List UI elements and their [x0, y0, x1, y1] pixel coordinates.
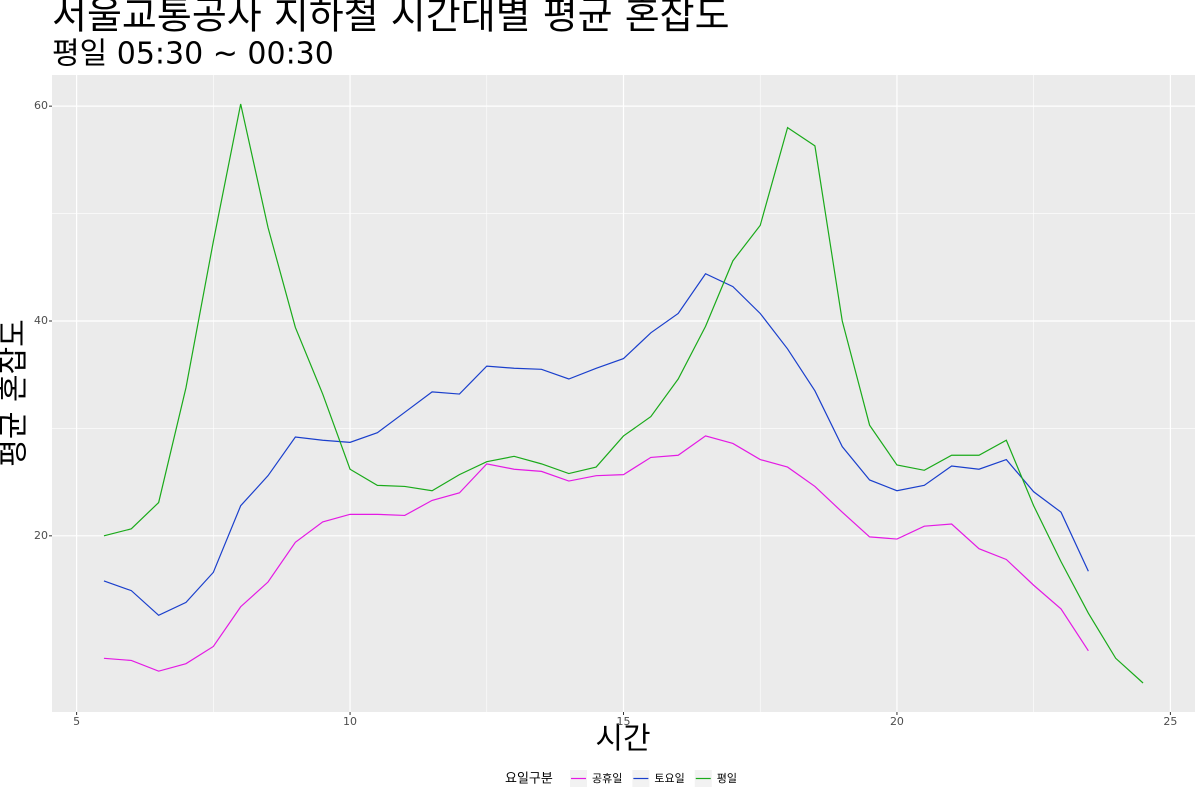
x-axis-title: 시간 — [595, 722, 650, 757]
y-tick-label: 20 — [34, 529, 48, 542]
y-tick-label: 40 — [34, 314, 48, 327]
x-tick-label: 10 — [343, 715, 357, 728]
legend-label: 토요일 — [654, 771, 684, 785]
chart-title: 서울교통공사 지하철 시간대별 평균 혼잡도 — [52, 0, 730, 38]
grid — [52, 75, 1195, 712]
series-line — [103, 272, 1089, 617]
x-tick-label: 5 — [73, 715, 80, 728]
legend-label: 공휴일 — [592, 771, 622, 785]
series-line — [103, 103, 1144, 684]
lines — [103, 103, 1144, 684]
series-line — [103, 435, 1089, 672]
x-tick-label: 20 — [890, 715, 904, 728]
legend: 공휴일 토요일 평일 — [570, 770, 737, 787]
legend-title: 요일구분 — [505, 772, 553, 787]
y-tick-label: 60 — [34, 99, 48, 112]
chart-subtitle: 평일 05:30 ~ 00:30 — [52, 37, 334, 72]
x-tick-label: 25 — [1163, 715, 1177, 728]
legend-label: 평일 — [717, 771, 737, 785]
y-axis-title: 평균 혼잡도 — [0, 319, 32, 467]
x-tick-label: 15 — [617, 715, 631, 728]
